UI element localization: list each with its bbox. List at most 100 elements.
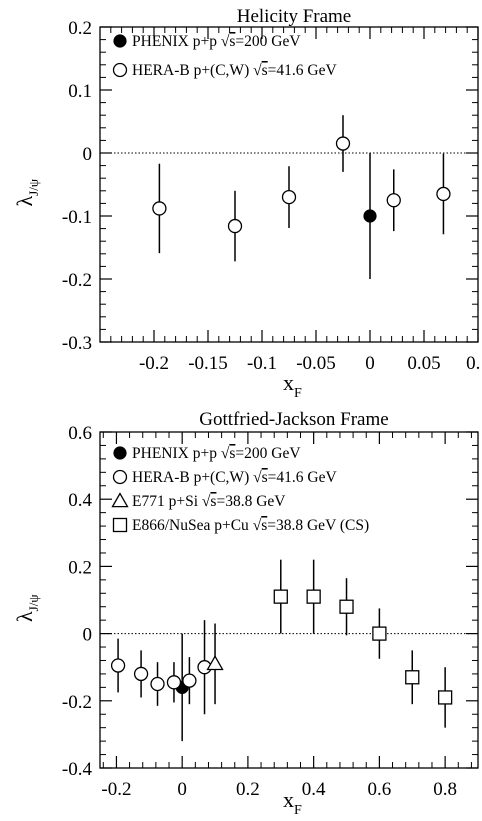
data-point [436,186,451,202]
y-tick-label: -0.4 [62,759,93,780]
legend-label-part: s [210,493,216,510]
y-tick-label: -0.1 [62,207,92,228]
legend-marker [112,469,128,485]
y-tick-label: 0.2 [68,557,92,578]
data-point [386,193,401,208]
x-tick-label: -0.2 [101,779,131,800]
legend-label-part: =38.8 GeV [216,493,286,510]
data-point [335,136,351,151]
legend-label-part: HERA-B p+(C,W) [132,469,253,486]
legend-marker [112,517,128,533]
sqrt-symbol: √ [221,445,230,462]
legend-marker [113,446,127,460]
x-tick-label: 0.1 [466,353,482,374]
x-tick-label: -0.2 [139,353,169,374]
x-tick-label: 0.8 [433,779,457,800]
series-filled-circle [363,153,377,279]
data-point [437,690,453,705]
y-tick-label: 0 [83,144,93,165]
data-point [363,209,377,223]
y-tick-label: -0.3 [62,333,92,354]
data-point [306,589,321,604]
chart-title: Gottfried-Jackson Frame [199,409,388,430]
data-point [133,666,149,682]
plot-frame [99,26,479,343]
series-open-triangle [206,623,224,705]
x-tick-label: 0 [177,779,187,800]
data-point [273,589,288,604]
legend-label-part: =200 GeV [235,445,301,462]
legend-label-part: =38.8 GeV (CS) [267,517,369,534]
legend-label-part: =41.6 GeV [268,469,338,486]
data-point [281,189,297,205]
x-tick-label: 0 [365,353,375,374]
legend-marker [111,492,129,508]
plot-frame [99,431,479,769]
x-axis-label-main: x [283,787,294,812]
legend-marker [112,62,128,78]
y-axis-label-sub: J/ψ [26,595,41,612]
legend-label-part: s [261,517,267,534]
x-tick-label: -0.05 [296,353,336,374]
x-tick-label: 0.2 [236,779,260,800]
legend-label-part: s [262,62,268,79]
data-point [372,626,387,641]
y-tick-label: -0.2 [62,270,92,291]
x-tick-label: 0.4 [302,779,326,800]
legend-label-part: s [262,469,268,486]
legend-label-part: E866/NuSea p+Cu [132,517,253,534]
data-point [166,675,182,690]
legend-entry: E771 p+Si √s=38.8 GeV [132,493,286,510]
legend-entry: HERA-B p+(C,W) √s=41.6 GeV [132,469,337,486]
y-tick-label: 0.6 [68,423,92,444]
data-point [405,670,420,685]
chart-title: Helicity Frame [237,6,352,27]
x-axis-label-main: x [283,370,294,395]
legend-label-part: s [229,445,235,462]
y-axis-label-sub: J/ψ [26,179,41,196]
y-tick-label: -0.2 [62,692,92,713]
sqrt-symbol: √ [253,62,262,79]
x-axis-label-sub: F [294,803,302,818]
sqrt-symbol: √ [202,493,211,510]
y-tick-label: 0.1 [68,81,92,102]
sqrt-symbol: √ [221,33,230,50]
y-tick-label: 0.4 [68,490,92,511]
x-tick-label: -0.1 [247,353,277,374]
chart-1: Helicity Frame -0.3 -0.2 -0.1 0 0.1 0.2 -0.2 -0.… [12,6,482,401]
legend-entry: E866/NuSea p+Cu √s=38.8 GeV (CS) [132,517,369,534]
y-axis-label-main: λ [12,196,37,207]
sqrt-symbol: √ [253,469,262,486]
legend-entry: PHENIX p+p √s=200 GeV [132,33,301,50]
y-axis-label-main: λ [12,611,37,622]
y-tick-label: 0 [83,625,93,646]
data-point [150,676,165,692]
legend-label-part: =41.6 GeV [268,62,338,79]
x-tick-label: 0.05 [407,353,440,374]
legend-label-part: =200 GeV [235,33,301,50]
data-point [206,655,224,671]
legend-label-part: s [229,33,235,50]
y-tick-label: 0.2 [68,18,92,39]
y-axis-label: λJ/ψ [12,179,41,206]
series-open-circle [110,620,212,715]
series-open-circle [152,115,451,262]
x-axis-label: xF [283,370,302,401]
x-axis-label-sub: F [294,386,302,401]
legend-label-part: PHENIX p+p [132,445,221,462]
data-point [182,673,197,688]
legend-label-part: PHENIX p+p [132,33,221,50]
series-open-square [273,559,453,728]
legend-marker [113,34,127,48]
x-tick-label: 0.6 [368,779,392,800]
data-point [152,201,167,216]
data-point [227,218,243,234]
data-point [339,599,354,614]
sqrt-symbol: √ [253,517,262,534]
legend-entry: HERA-B p+(C,W) √s=41.6 GeV [132,62,337,79]
legend-label-part: HERA-B p+(C,W) [132,62,253,79]
data-point [110,658,126,673]
